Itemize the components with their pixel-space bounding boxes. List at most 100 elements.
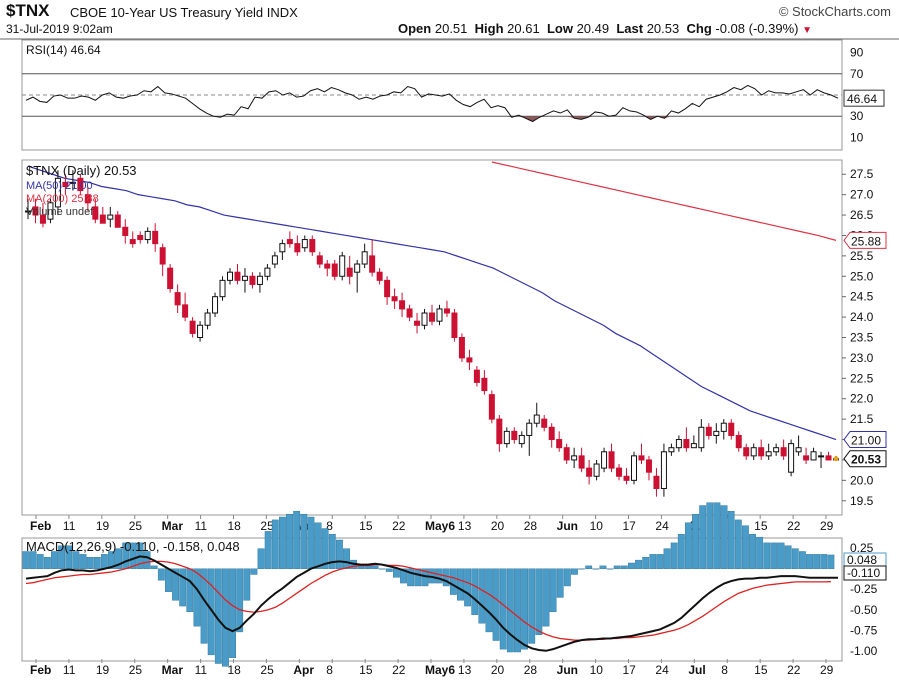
- date-axis-bottom-tick-label: 15: [754, 663, 768, 677]
- macd-hist-bar: [706, 502, 714, 569]
- macd-hist-bar: [300, 513, 308, 569]
- candle-body: [62, 181, 69, 187]
- macd-hist-bar: [335, 539, 343, 569]
- macd-hist-bar: [685, 522, 692, 569]
- date-axis-bottom-tick-label: May6: [425, 663, 455, 677]
- price-tick-label: 23.0: [850, 351, 874, 365]
- open-label: Open: [398, 21, 432, 36]
- date-axis-top-tick-label: 11: [63, 519, 76, 533]
- macd-hist-bar: [464, 568, 472, 607]
- instrument-title: CBOE 10-Year US Treasury Yield: [70, 5, 264, 20]
- date-axis-bottom-tick-label: 25: [260, 663, 274, 677]
- macd-tick-label: 0.25: [850, 541, 874, 555]
- candle-body: [705, 426, 712, 436]
- date-axis-bottom-tick-label: 22: [392, 663, 406, 677]
- macd-hist-bar: [279, 516, 286, 569]
- candle-body: [810, 451, 817, 461]
- price-tick-label: 19.5: [850, 494, 874, 508]
- date-axis-bottom-tick-label: 8: [721, 663, 728, 677]
- macd-hist-bar: [378, 568, 386, 570]
- macd-hist-bar: [457, 568, 464, 601]
- rsi-oversold-fill: [26, 116, 838, 122]
- date-axis-bottom-tick-label: 25: [129, 663, 143, 677]
- macd-hist-bar: [186, 568, 194, 613]
- macd-hist-bar: [222, 568, 229, 667]
- candle-body: [361, 251, 368, 265]
- macd-hist-bar: [29, 551, 37, 569]
- candle-body: [99, 214, 106, 224]
- candle-body: [84, 194, 91, 204]
- macd-hist-bar: [798, 551, 806, 569]
- candle-body: [466, 357, 473, 363]
- date-axis-bottom-tick-label: 24: [655, 663, 669, 677]
- date-axis-bottom-tick-label: Jun: [557, 663, 578, 677]
- macd-hist-bar: [108, 551, 115, 569]
- macd-hist-bar: [514, 568, 521, 653]
- macd-hist-bar: [257, 548, 265, 569]
- close-last-label: 20.53: [851, 453, 881, 467]
- chg-value: -0.08 (-0.39%): [715, 21, 799, 36]
- price-tick-label: 24.5: [850, 290, 874, 304]
- instrument-name: CBOE 10-Year US Treasury Yield INDX: [70, 5, 298, 20]
- candle-body: [750, 447, 757, 457]
- date-axis-bottom-tick-label: 11: [63, 663, 76, 677]
- candle-body: [122, 226, 129, 236]
- macd-hist-bar: [699, 505, 707, 569]
- rsi-last-box: [843, 89, 885, 107]
- ma50-last-label-box: [843, 431, 887, 449]
- candle-body: [496, 418, 503, 445]
- symbol-title: $TNX: [6, 1, 50, 20]
- macd-hist-bar: [656, 554, 664, 569]
- date-axis-top-tick-label: 25: [260, 519, 274, 533]
- low-label: Low: [546, 21, 573, 36]
- date-axis-bottom-tick-label: 28: [524, 663, 538, 677]
- candle-body: [92, 206, 99, 220]
- macd-hist-bar: [784, 545, 792, 569]
- candle-body: [443, 308, 450, 314]
- macd-hist-bar: [763, 542, 771, 569]
- date-axis-top-tick-label: May6: [425, 519, 455, 533]
- candle-body: [301, 239, 308, 249]
- candle-body: [638, 455, 645, 461]
- macd-hist-bar: [385, 568, 393, 572]
- price-tick-label: 25.0: [850, 269, 874, 283]
- macd-hist-bar: [542, 568, 550, 627]
- quote-summary: Open 20.51 High 20.61 Low 20.49 Last 20.…: [398, 21, 812, 36]
- date-axis-bottom-tick-label: 13: [458, 663, 472, 677]
- ma200-line: [491, 161, 837, 241]
- price-tick-label: 23.5: [850, 331, 874, 345]
- rsi-last-label: 46.64: [847, 92, 877, 106]
- candle-body: [279, 243, 286, 253]
- macd-hist-bar: [620, 565, 628, 569]
- candle-body: [803, 455, 810, 461]
- exchange-label: INDX: [266, 5, 298, 20]
- chg-down-icon: ▼: [802, 25, 813, 36]
- candle-body: [683, 439, 690, 449]
- rsi-tick-label: 90: [850, 46, 864, 60]
- macd-last-label: -0.110: [847, 566, 880, 580]
- macd-hist-bar: [271, 519, 279, 569]
- rsi-tick-label: 10: [850, 130, 864, 144]
- macd-hist-bar: [250, 568, 258, 575]
- candle-body: [743, 447, 750, 457]
- last-price-marker: [833, 456, 839, 462]
- candle-body: [309, 239, 316, 253]
- volume-legend: Volume undef: [26, 206, 94, 218]
- macd-hist-bar: [749, 534, 756, 569]
- price-tick-label: 27.0: [850, 188, 874, 202]
- date-axis-top-tick-label: 13: [458, 519, 472, 533]
- macd-tick-label: -0.25: [850, 582, 878, 596]
- candle-body: [227, 271, 233, 281]
- date-axis-bottom-tick-label: Apr: [293, 663, 314, 677]
- open-value: 20.51: [434, 21, 468, 36]
- panel-frame-2: [21, 537, 843, 662]
- macd-hist-bar: [328, 534, 336, 569]
- date-axis-bottom-tick-label: 8: [326, 663, 333, 677]
- candle-body: [451, 312, 458, 338]
- candle-body: [249, 275, 256, 285]
- macd-last-box: [843, 565, 887, 581]
- candle-body: [690, 443, 697, 449]
- date-axis-top-tick-label: 17: [623, 519, 637, 533]
- ma200-last-label: 25.88: [851, 234, 881, 248]
- macd-hist-bar: [820, 554, 828, 569]
